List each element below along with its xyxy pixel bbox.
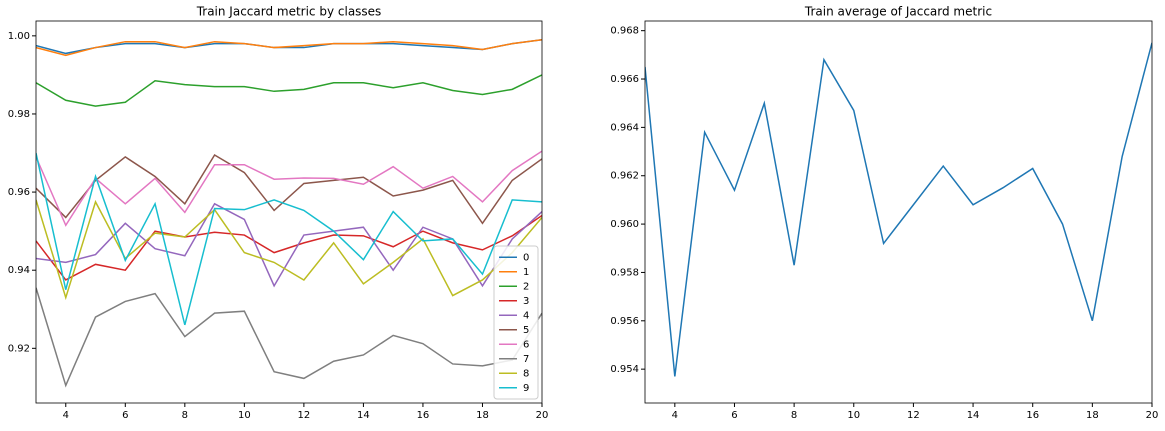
- y-tick-label: 0.92: [8, 343, 30, 354]
- x-tick-label: 10: [238, 410, 251, 421]
- x-tick-label: 20: [536, 410, 549, 421]
- chart-panel: Train average of Jaccard metric 4 6 8 10 12 14…: [610, 5, 1158, 422]
- x-tick-label: 8: [182, 410, 188, 421]
- x-tick-label: 18: [476, 410, 489, 421]
- y-tick-label: 0.964: [610, 122, 639, 133]
- data-line: [645, 42, 1152, 377]
- legend: 0 1 2 3 4 5 6 7 8 9: [493, 245, 539, 400]
- x-tick-label: 8: [791, 410, 797, 421]
- y-tick-label: 0.968: [610, 26, 639, 37]
- data-line: [36, 39, 542, 55]
- chart-title: Train average of Jaccard metric: [804, 5, 992, 19]
- x-tick-label: 4: [63, 410, 69, 421]
- chart-title: Train Jaccard metric by classes: [196, 5, 382, 19]
- plot-area: [36, 39, 542, 388]
- x-tick-label: 14: [357, 410, 370, 421]
- y-tick-label: 0.954: [610, 364, 639, 375]
- axes-frame: [644, 20, 1153, 404]
- data-line: [36, 39, 542, 57]
- x-tick-label: 18: [1086, 410, 1099, 421]
- data-line: [36, 74, 542, 107]
- x-tick-label: 6: [122, 410, 128, 421]
- plot-area: [645, 42, 1152, 377]
- x-tick-label: 10: [847, 410, 860, 421]
- data-line: [36, 202, 542, 288]
- axes-frame: [35, 20, 543, 404]
- data-line: [36, 152, 542, 326]
- legend-label: 8: [523, 368, 529, 379]
- legend-label: 7: [523, 354, 529, 365]
- y-tick-label: 0.98: [8, 109, 30, 120]
- data-line: [36, 199, 542, 301]
- y-tick-label: 0.956: [610, 316, 639, 327]
- x-tick-label: 16: [417, 410, 430, 421]
- legend-label: 6: [523, 339, 529, 350]
- x-tick-label: 6: [731, 410, 737, 421]
- y-tick-label: 0.960: [610, 219, 639, 230]
- y-tick-label: 0.94: [8, 265, 30, 276]
- y-tick-label: 0.96: [8, 187, 30, 198]
- legend-label: 4: [523, 310, 529, 321]
- legend-box: [493, 245, 539, 400]
- x-tick-label: 12: [298, 410, 311, 421]
- x-tick-label: 12: [907, 410, 920, 421]
- legend-label: 5: [523, 325, 529, 336]
- x-tick-label: 14: [967, 410, 980, 421]
- data-line: [36, 150, 542, 227]
- y-tick-label: 0.962: [610, 171, 639, 182]
- legend-label: 0: [523, 252, 529, 263]
- legend-label: 1: [523, 267, 529, 278]
- legend-label: 2: [523, 281, 529, 292]
- y-tick-label: 1.00: [8, 31, 30, 42]
- x-tick-label: 4: [672, 410, 678, 421]
- x-tick-label: 16: [1026, 410, 1039, 421]
- data-line: [36, 153, 542, 225]
- data-line: [36, 214, 542, 281]
- x-tick-label: 20: [1146, 410, 1159, 421]
- y-tick-label: 0.958: [610, 267, 639, 278]
- y-tick-label: 0.966: [610, 74, 639, 85]
- legend-label: 9: [523, 383, 529, 394]
- legend-label: 3: [523, 296, 529, 307]
- data-line: [36, 287, 542, 388]
